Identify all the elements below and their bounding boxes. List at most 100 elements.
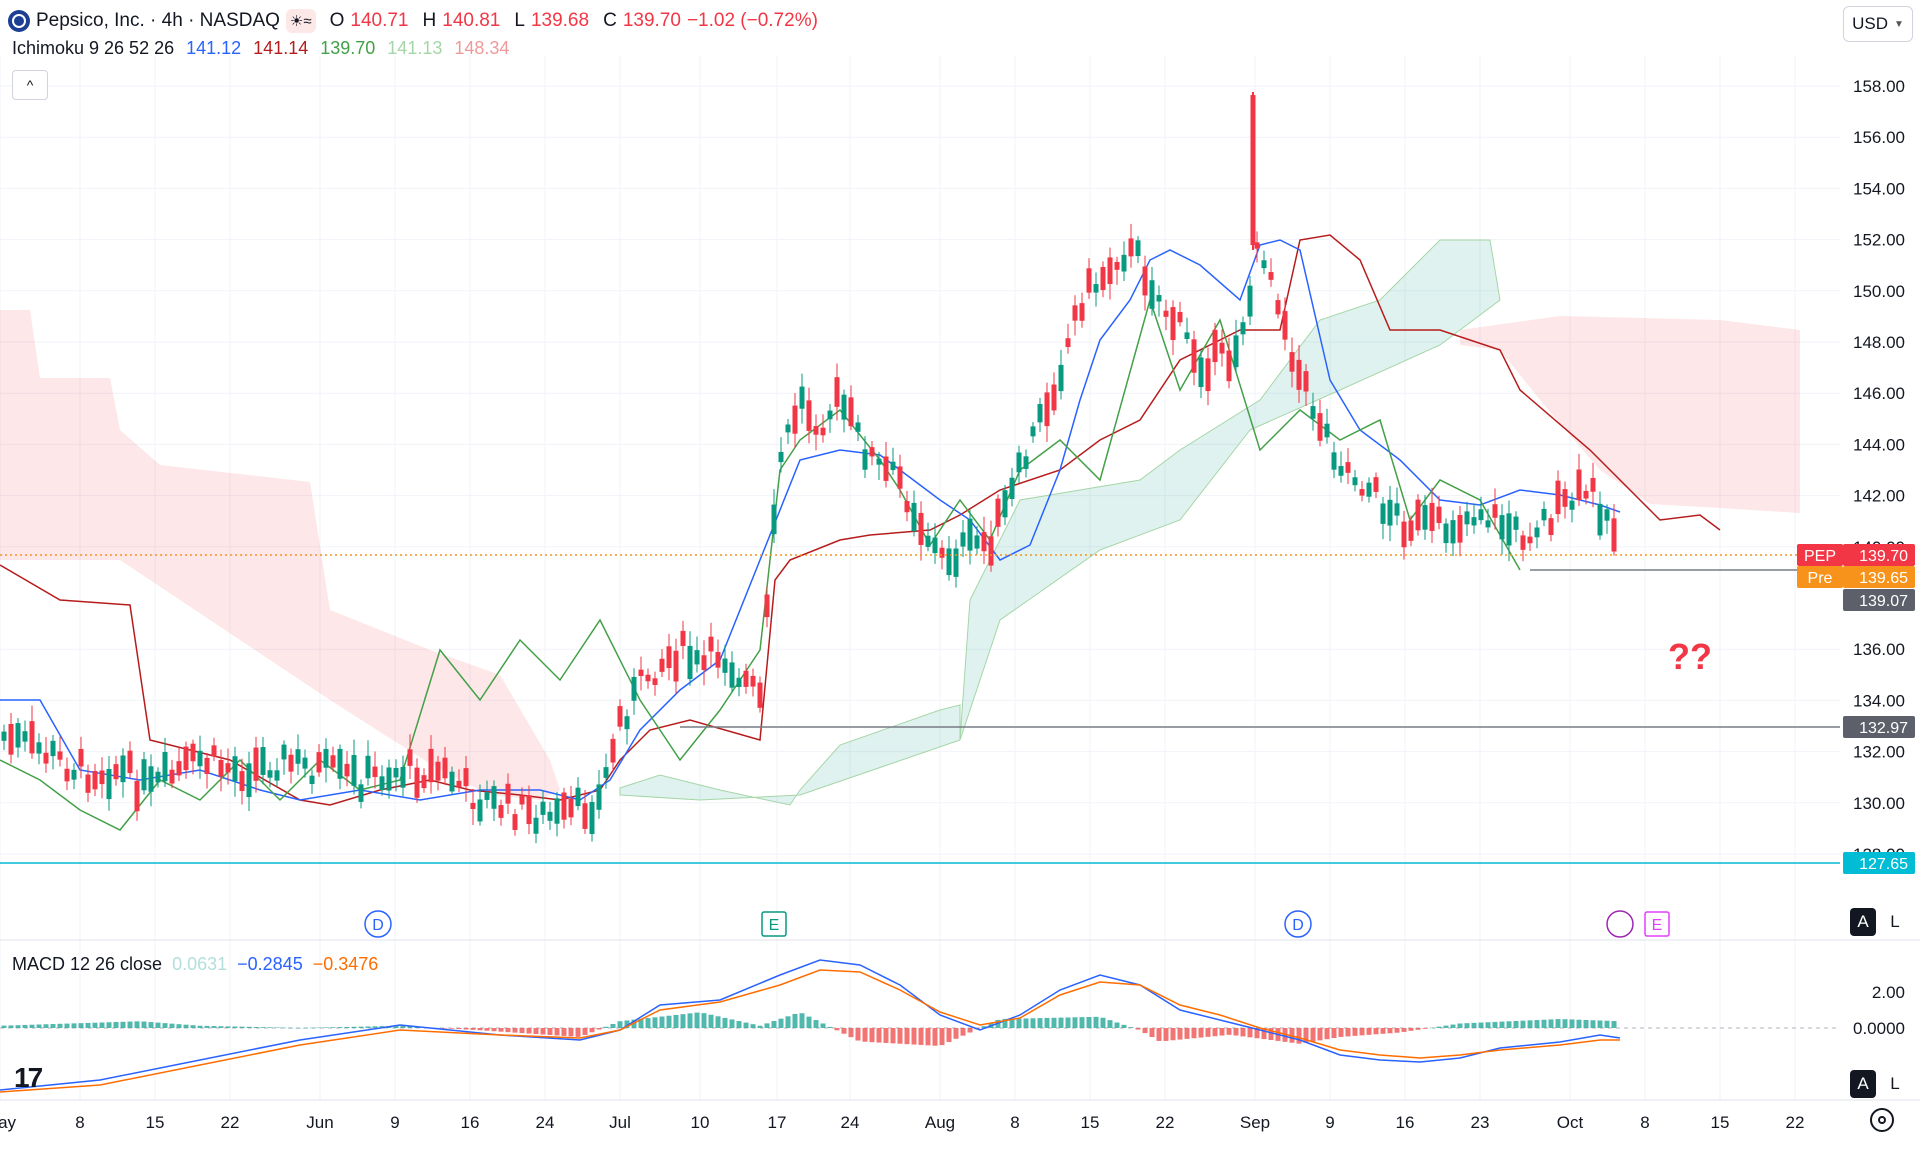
candle-body[interactable]	[778, 451, 784, 463]
flash-event-icon[interactable]	[1606, 910, 1634, 938]
price-tag-text[interactable]: PEP	[1804, 548, 1836, 565]
candle-body[interactable]	[1198, 357, 1204, 388]
candle-body[interactable]	[960, 532, 966, 547]
candle-body[interactable]	[624, 716, 630, 730]
tradingview-logo-icon[interactable]: 17	[14, 1062, 43, 1093]
candle-body[interactable]	[1338, 466, 1344, 476]
candle-body[interactable]	[99, 770, 105, 785]
settings-gear-icon[interactable]	[1870, 1108, 1894, 1132]
earnings-event-icon[interactable]	[761, 911, 787, 937]
time-axis[interactable]: May 8 15 22 Jun 9 16 24 Jul 10 17 24 Aug 8 15 22 Sep 9 16 2…	[0, 1099, 1920, 1132]
candle-body[interactable]	[393, 767, 399, 778]
macd-tick-label[interactable]: 2.00	[1872, 983, 1905, 1002]
candle-body[interactable]	[1436, 506, 1442, 524]
candle-body[interactable]	[302, 757, 308, 769]
candle-body[interactable]	[428, 748, 434, 783]
candle-body[interactable]	[1023, 456, 1029, 469]
candle-body[interactable]	[561, 792, 567, 820]
candle-body[interactable]	[946, 548, 952, 576]
candle-body[interactable]	[757, 682, 763, 708]
candle-body[interactable]	[638, 669, 644, 676]
price-label-value[interactable]: 139.70	[1859, 548, 1908, 565]
candle-body[interactable]	[155, 771, 161, 783]
candle-body[interactable]	[372, 766, 378, 778]
candle-body[interactable]	[1149, 280, 1155, 309]
candle-body[interactable]	[687, 645, 693, 680]
candle-body[interactable]	[554, 798, 560, 824]
candle-body[interactable]	[169, 769, 175, 784]
time-tick-label[interactable]: 9	[1325, 1113, 1334, 1132]
price-tick-label[interactable]: 148.00	[1853, 333, 1905, 352]
candle-body[interactable]	[1499, 515, 1505, 540]
horizontal-levels[interactable]	[0, 554, 1840, 864]
candle-body[interactable]	[15, 723, 21, 748]
event-letter[interactable]: E	[769, 917, 780, 934]
time-tick-label[interactable]: 15	[1711, 1113, 1730, 1132]
candle-body[interactable]	[855, 422, 861, 432]
candle-body[interactable]	[1527, 536, 1533, 544]
price-tick-label[interactable]: 144.00	[1853, 435, 1905, 454]
candle-body[interactable]	[281, 744, 287, 760]
candle-body[interactable]	[1394, 503, 1400, 516]
candle-body[interactable]	[92, 771, 98, 790]
candle-body[interactable]	[386, 767, 392, 791]
time-tick-label[interactable]: 17	[768, 1113, 787, 1132]
candle-body[interactable]	[729, 662, 735, 688]
price-tick-label[interactable]: 156.00	[1853, 128, 1905, 147]
candle-body[interactable]	[1, 731, 7, 741]
price-tick-label[interactable]: 134.00	[1853, 691, 1905, 710]
candle-body[interactable]	[134, 780, 140, 812]
price-label-value[interactable]: 139.65	[1859, 570, 1908, 587]
auto-scale-button[interactable]: A	[1850, 908, 1876, 936]
price-tick-label[interactable]: 146.00	[1853, 384, 1905, 403]
candle-body[interactable]	[246, 763, 252, 798]
candle-body[interactable]	[1520, 535, 1526, 550]
candle-body[interactable]	[1170, 307, 1176, 341]
time-tick-label[interactable]: May	[0, 1113, 17, 1132]
candle-body[interactable]	[1261, 260, 1267, 269]
time-tick-label[interactable]: 15	[146, 1113, 165, 1132]
candle-body[interactable]	[834, 377, 840, 407]
candle-body[interactable]	[1114, 261, 1120, 270]
candle-body[interactable]	[1002, 490, 1008, 518]
candle-body[interactable]	[547, 811, 553, 821]
time-tick-label[interactable]: 22	[1156, 1113, 1175, 1132]
candle-body[interactable]	[470, 802, 476, 810]
candle-body[interactable]	[659, 658, 665, 672]
candle-body[interactable]	[477, 799, 483, 822]
candle-body[interactable]	[533, 817, 539, 834]
price-label-box[interactable]	[1843, 544, 1915, 566]
candle-body[interactable]	[309, 775, 315, 785]
candle-body[interactable]	[1310, 406, 1316, 419]
candle-body[interactable]	[736, 677, 742, 687]
time-tick-label[interactable]: Jul	[609, 1113, 631, 1132]
candle-body[interactable]	[841, 394, 847, 420]
candle-body[interactable]	[1107, 257, 1113, 285]
candle-body[interactable]	[1212, 329, 1218, 363]
macd-auto-scale-button[interactable]: A	[1850, 1070, 1876, 1098]
candle-body[interactable]	[407, 749, 413, 766]
candle-body[interactable]	[897, 466, 903, 489]
candle-body[interactable]	[64, 768, 70, 782]
price-tag-pep[interactable]	[1797, 544, 1843, 566]
candle-body[interactable]	[666, 646, 672, 669]
candle-body[interactable]	[1387, 499, 1393, 526]
candle-body[interactable]	[589, 801, 595, 835]
candle-body[interactable]	[1576, 469, 1582, 501]
candle-body[interactable]	[1611, 518, 1617, 552]
event-letter[interactable]: D	[1292, 917, 1304, 934]
time-tick-label[interactable]: 8	[1010, 1113, 1019, 1132]
candle-body[interactable]	[1555, 480, 1561, 515]
candle-body[interactable]	[1128, 238, 1134, 257]
candle-body[interactable]	[1233, 335, 1239, 368]
candle-body[interactable]	[148, 766, 154, 792]
candle-body[interactable]	[183, 746, 189, 771]
earnings-event-icon[interactable]	[1644, 911, 1670, 937]
candle-body[interactable]	[568, 798, 574, 818]
candle-body[interactable]	[988, 536, 994, 566]
candle-body[interactable]	[449, 771, 455, 792]
candle-body[interactable]	[190, 743, 196, 762]
candle-body[interactable]	[288, 754, 294, 772]
time-tick-label[interactable]: Oct	[1557, 1113, 1584, 1132]
